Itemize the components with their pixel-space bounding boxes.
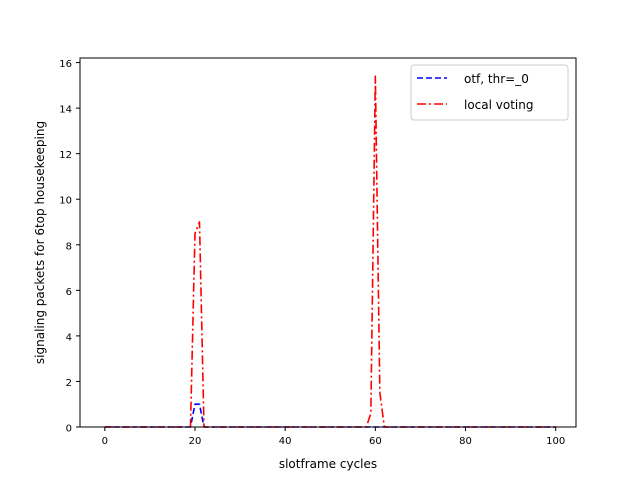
y-ticks: 0 2 4 6 8 10 12 14 16 [59,59,80,435]
plot-frame [79,57,577,428]
y-tick-label: 0 [66,424,72,435]
x-tick-label: 80 [459,436,472,447]
y-tick-label: 4 [66,332,72,343]
x-tick-label: 60 [369,436,382,447]
y-tick-label: 6 [66,287,72,298]
legend-label-2: local voting [464,98,533,112]
x-tick-label: 100 [546,436,565,447]
y-axis-title: signaling packets for 6top housekeeping [33,121,47,364]
y-tick-label: 10 [59,196,72,207]
x-tick-label: 40 [279,436,292,447]
x-tick-label: 20 [189,436,202,447]
y-tick-label: 2 [66,378,72,389]
legend-frame [410,64,569,121]
x-tick-label: 0 [102,436,108,447]
x-axis-title: slotframe cycles [279,457,377,471]
x-ticks: 0 20 40 60 80 100 [102,427,565,447]
y-tick-label: 14 [59,105,72,116]
legend-label-1: otf, thr=_0 [464,72,529,86]
y-tick-label: 16 [59,59,72,70]
series-line-1 [104,403,556,428]
y-tick-label: 12 [59,150,72,161]
y-tick-label: 8 [66,241,72,252]
